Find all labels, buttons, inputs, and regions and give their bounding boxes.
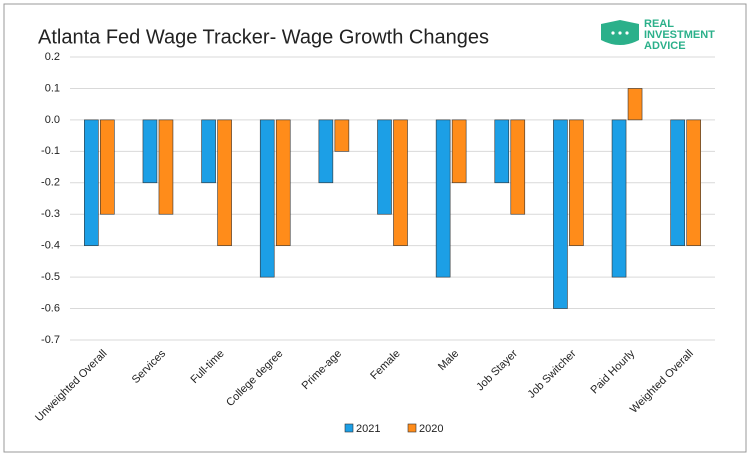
y-tick-label: 0.2 xyxy=(45,51,60,63)
bar xyxy=(275,119,291,246)
bar xyxy=(259,119,275,278)
bar xyxy=(84,119,99,246)
bar xyxy=(686,119,701,246)
y-tick-label: -0.7 xyxy=(41,334,60,346)
bar xyxy=(158,119,174,215)
chart-title: Atlanta Fed Wage Tracker- Wage Growth Ch… xyxy=(38,26,489,48)
bar xyxy=(393,119,408,246)
bar xyxy=(100,119,115,215)
y-tick-label: -0.1 xyxy=(41,145,60,157)
y-tick-label: 0.0 xyxy=(45,114,60,126)
bar xyxy=(569,119,584,246)
bar xyxy=(494,119,510,184)
bar xyxy=(334,119,350,152)
y-tick-label: -0.6 xyxy=(41,302,60,314)
logo-dot xyxy=(625,31,629,35)
legend-swatch xyxy=(407,423,417,433)
legend-label: 2020 xyxy=(419,423,443,435)
y-tick-label: 0.1 xyxy=(45,82,60,94)
bar xyxy=(217,119,232,246)
bar xyxy=(201,119,216,184)
logo-dot xyxy=(611,31,615,35)
y-tick-label: -0.5 xyxy=(41,271,60,283)
bar xyxy=(553,119,568,309)
logo-text: REAL xyxy=(644,18,674,30)
legend-label: 2021 xyxy=(356,423,380,435)
bar xyxy=(670,119,685,246)
frame xyxy=(3,3,747,453)
y-tick-label: -0.2 xyxy=(41,177,60,189)
bar xyxy=(318,119,334,184)
legend-swatch xyxy=(344,423,354,433)
logo-text: INVESTMENT xyxy=(644,29,715,41)
bar xyxy=(142,119,158,184)
bar xyxy=(377,119,392,215)
bar xyxy=(510,119,526,215)
bar xyxy=(435,119,451,278)
bar xyxy=(451,119,467,184)
bar xyxy=(611,119,627,278)
bar xyxy=(627,88,643,121)
logo-text: ADVICE xyxy=(644,40,686,52)
logo-dot xyxy=(618,31,622,35)
y-tick-label: -0.3 xyxy=(41,208,60,220)
y-tick-label: -0.4 xyxy=(41,240,60,252)
